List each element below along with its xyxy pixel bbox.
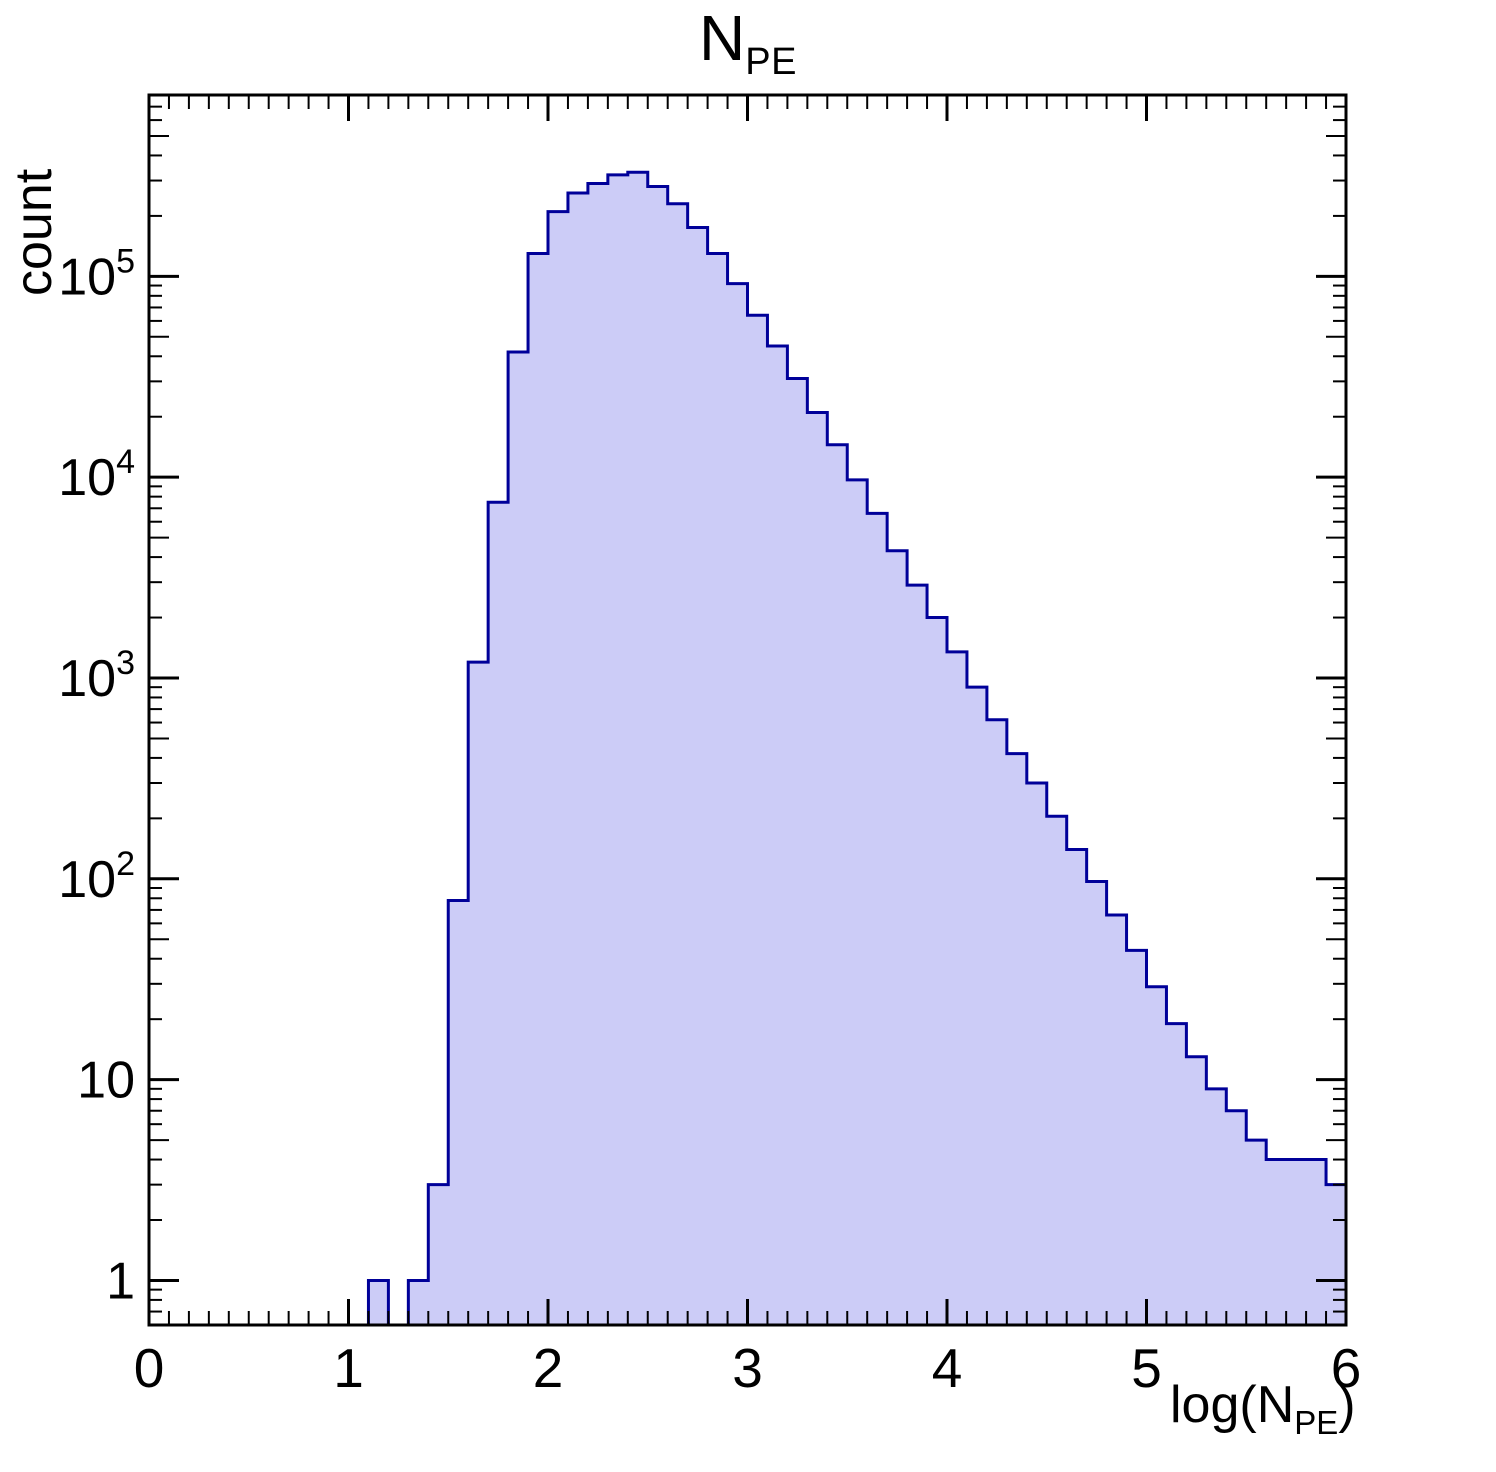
x-axis-title-base: log(N bbox=[1170, 1376, 1295, 1434]
y-tick-label: 105 bbox=[58, 242, 135, 306]
x-tick-label: 3 bbox=[732, 1337, 763, 1399]
x-tick-label: 6 bbox=[1331, 1337, 1362, 1399]
y-tick-label: 104 bbox=[58, 443, 135, 507]
x-tick-label: 1 bbox=[333, 1337, 364, 1399]
x-tick-label: 0 bbox=[134, 1337, 165, 1399]
plot-title-base: N bbox=[699, 2, 746, 74]
x-axis-title-tail: ) bbox=[1338, 1376, 1356, 1434]
x-tick-label: 5 bbox=[1131, 1337, 1162, 1399]
x-axis-title-subscript: PE bbox=[1294, 1404, 1339, 1441]
histogram-bars bbox=[406, 170, 1348, 1327]
histogram-series bbox=[366, 170, 1348, 1327]
plot-title: NPE bbox=[0, 6, 1496, 81]
plot-title-subscript: PE bbox=[745, 41, 797, 83]
y-tick-label: 10 bbox=[77, 1052, 135, 1110]
y-tick-label: 1 bbox=[106, 1252, 135, 1310]
y-tick-label: 103 bbox=[58, 644, 135, 708]
axes-layer bbox=[147, 93, 1348, 1327]
x-tick-label: 4 bbox=[932, 1337, 963, 1399]
x-axis-title: log(NPE) bbox=[1170, 1375, 1356, 1441]
histogram-bars bbox=[366, 1278, 390, 1327]
y-tick-label: 102 bbox=[58, 845, 135, 909]
x-tick-label: 2 bbox=[533, 1337, 564, 1399]
